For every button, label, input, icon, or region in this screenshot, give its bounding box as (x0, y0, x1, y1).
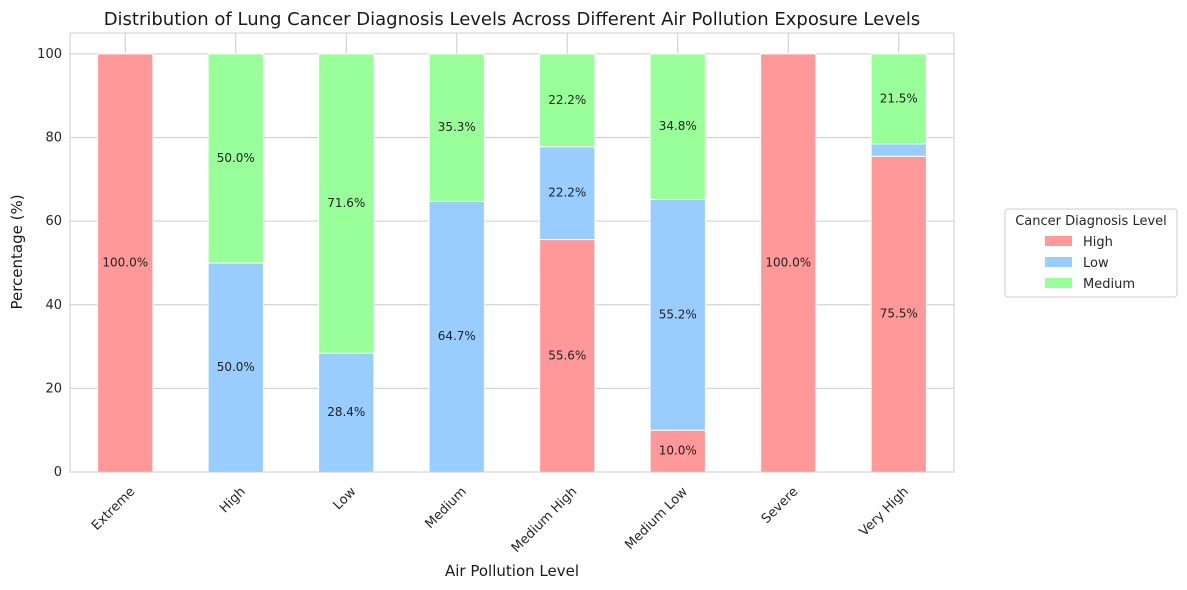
data-label: 55.6% (548, 348, 586, 362)
x-axis-label: Air Pollution Level (445, 562, 579, 580)
legend-label: Medium (1083, 277, 1135, 292)
legend-swatch (1045, 257, 1072, 267)
bar-segment (539, 239, 596, 473)
bar-segment (649, 53, 706, 200)
y-tick-label: 80 (45, 131, 62, 146)
grid (70, 33, 954, 473)
y-tick-label: 0 (54, 465, 62, 480)
legend-swatch (1045, 278, 1072, 288)
bar-segment (318, 53, 375, 354)
data-label: 50.0% (217, 151, 255, 165)
bar-segment (760, 53, 817, 473)
x-axis-ticks: Extreme High Low Medium Medium High Medium Lo… (89, 484, 912, 556)
data-label: 28.4% (327, 405, 365, 419)
chart-title: Distribution of Lung Cancer Diagnosis Le… (104, 9, 921, 30)
data-label: 64.7% (438, 329, 476, 343)
x-tick-label: Extreme (89, 484, 138, 533)
bar-segment (318, 352, 375, 473)
x-tick-label: Low (331, 484, 360, 513)
x-tick-label: Medium (422, 484, 469, 531)
legend-box (1004, 208, 1178, 298)
x-tick-label: Very High (857, 484, 912, 539)
legend-swatch (1045, 236, 1072, 246)
bars (97, 53, 927, 473)
y-tick-label: 20 (45, 381, 62, 396)
bar-segment (428, 200, 485, 473)
data-labels: 100.0% 55.6% 10.0% 100.0% 75.5% 50.0% 28.4% 64.… (102, 91, 917, 457)
bar-segment (207, 53, 264, 264)
data-label: 34.8% (659, 119, 697, 133)
data-label: 100.0% (765, 255, 811, 269)
legend-label: High (1083, 235, 1113, 250)
bar-segment (539, 53, 596, 148)
plot-frame (69, 32, 955, 473)
data-label: 21.5% (880, 91, 918, 105)
legend: Cancer Diagnosis Level High Low Medium (1004, 208, 1178, 298)
x-tick-label: Medium Low (622, 484, 691, 553)
data-label: 100.0% (102, 255, 148, 269)
bar-segment (207, 262, 264, 473)
data-label: 22.2% (548, 93, 586, 107)
bar-segment (870, 53, 927, 145)
bar-segment (539, 146, 596, 241)
bar-segment (870, 155, 927, 473)
y-tick-label: 60 (45, 214, 62, 229)
x-tick-label: Severe (759, 484, 801, 526)
data-label: 75.5% (880, 307, 918, 321)
legend-label: Low (1083, 256, 1109, 271)
bar-segment (649, 198, 706, 431)
y-tick-label: 40 (45, 298, 62, 313)
data-label: 71.6% (327, 196, 365, 210)
x-tick-label: High (217, 484, 249, 516)
bar-segment (97, 53, 154, 473)
bar-segment (649, 429, 706, 473)
y-tick-label: 100 (37, 47, 62, 62)
data-label: 55.2% (659, 307, 697, 321)
data-label: 10.0% (659, 444, 697, 458)
data-label: 50.0% (217, 360, 255, 374)
data-label: 22.2% (548, 186, 586, 200)
bar-segment (870, 143, 927, 157)
x-tick-label: Medium High (509, 484, 580, 555)
bar-segment (428, 53, 485, 202)
legend-title: Cancer Diagnosis Level (1015, 214, 1167, 229)
y-axis-ticks: 0 20 40 60 80 100 (37, 47, 62, 480)
data-label: 35.3% (438, 120, 476, 134)
y-axis-label: Percentage (%) (8, 194, 26, 309)
